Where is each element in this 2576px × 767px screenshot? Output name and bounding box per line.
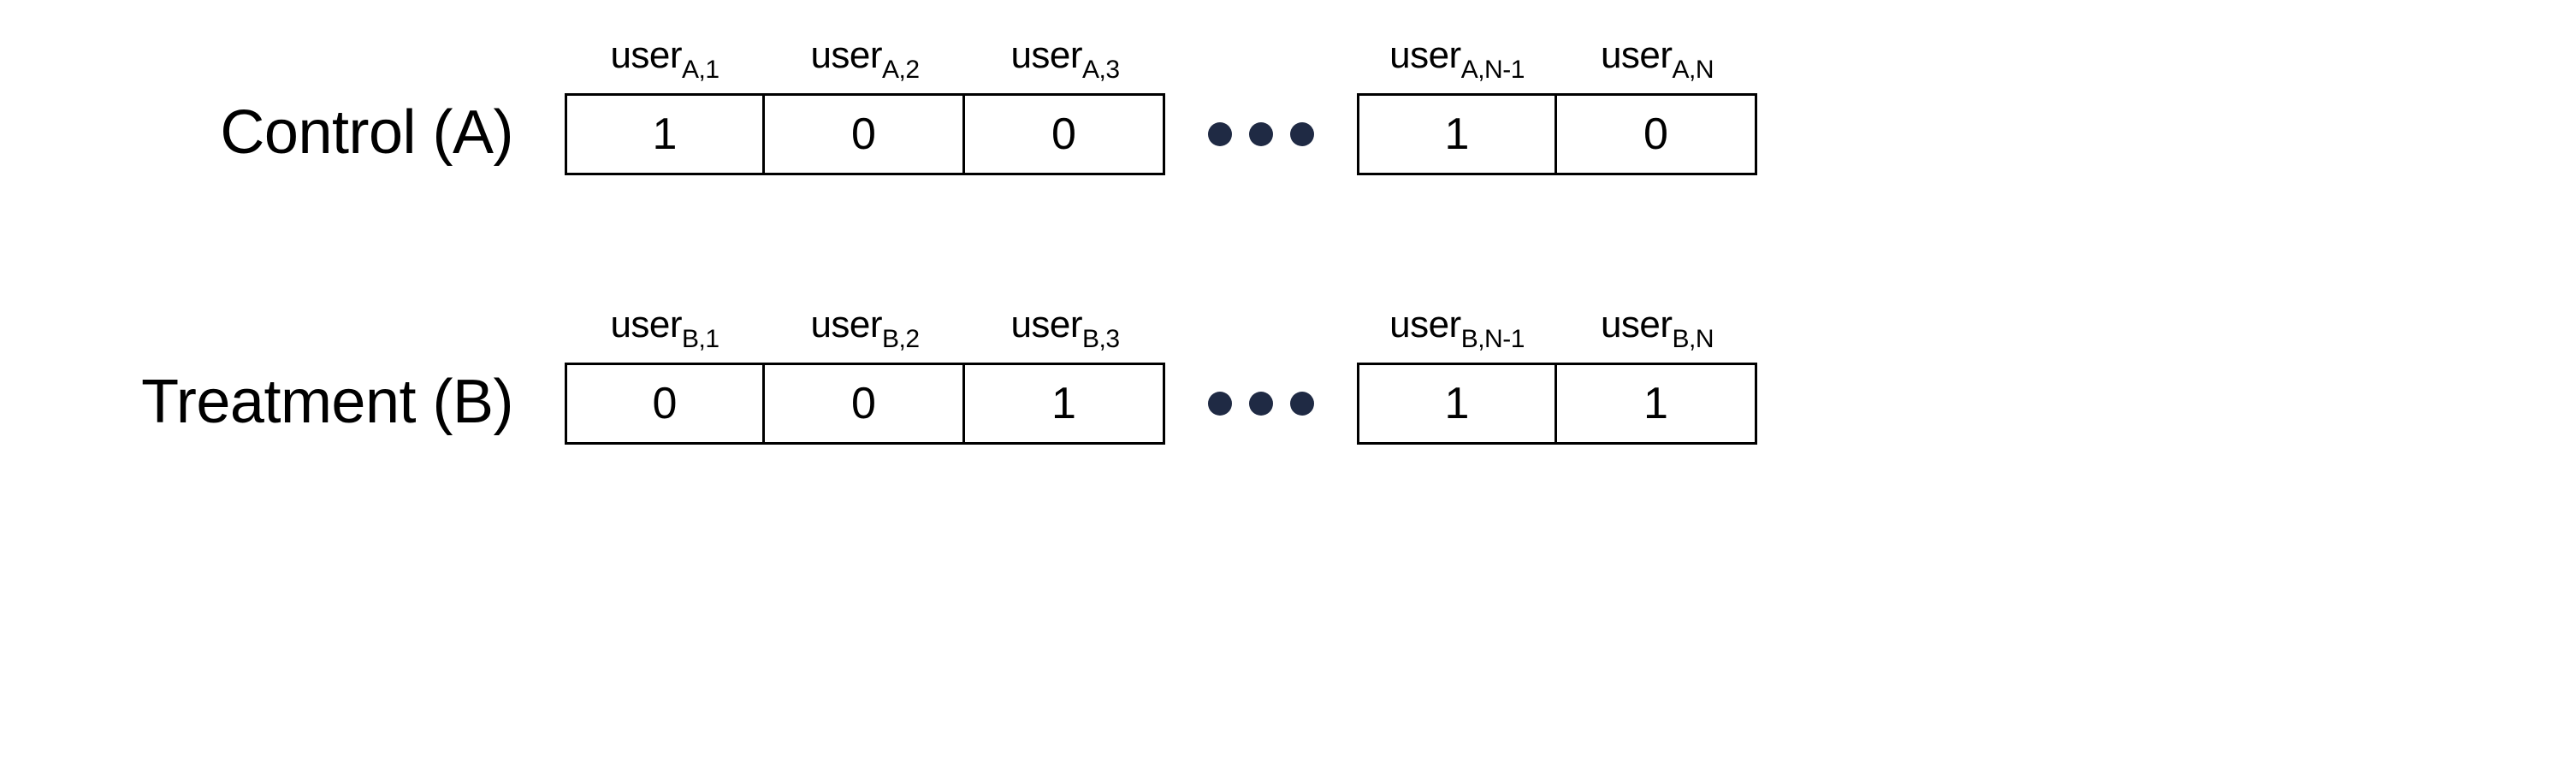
cell-header: userA,N [1601,34,1714,83]
user-subscript: A,1 [682,56,720,84]
user-subscript: A,2 [882,56,920,84]
dot-icon [1290,122,1314,146]
cell-header: userA,1 [610,34,719,83]
user-subscript: A,3 [1082,56,1120,84]
ellipsis-icon [1165,363,1357,445]
user-subscript: A,N-1 [1461,56,1525,84]
cell-col: userA,1 1 [565,34,765,175]
cell-col: userB,2 0 [765,304,965,445]
group-row-control: Control (A) userA,1 1 userA,2 0 userA,3 … [51,34,2525,175]
cell-col: userA,2 0 [765,34,965,175]
cell-value: 0 [765,363,965,445]
cell-header: userB,3 [1010,304,1119,352]
cell-value: 1 [965,363,1165,445]
user-prefix: user [1601,34,1673,76]
user-prefix: user [810,34,882,76]
cell-value: 1 [1357,93,1557,175]
cell-value: 0 [565,363,765,445]
dot-icon [1208,122,1232,146]
group-label-treatment: Treatment (B) [51,371,565,433]
cell-value: 0 [965,93,1165,175]
cell-header: userA,2 [810,34,919,83]
cell-col: userB,N 1 [1557,304,1757,445]
cell-header: userA,N-1 [1389,34,1525,83]
user-prefix: user [610,34,682,76]
user-subscript: B,1 [682,325,720,353]
user-prefix: user [1010,304,1082,345]
cell-header: userB,N-1 [1389,304,1525,352]
cell-header: userB,N [1601,304,1714,352]
cell-col: userB,3 1 [965,304,1165,445]
user-subscript: B,N-1 [1461,325,1525,353]
group-row-treatment: Treatment (B) userB,1 0 userB,2 0 userB,… [51,304,2525,445]
user-prefix: user [1389,304,1461,345]
ellipsis-icon [1165,93,1357,175]
dot-icon [1208,392,1232,416]
dot-icon [1290,392,1314,416]
cell-col: userB,N-1 1 [1357,304,1557,445]
user-subscript: B,N [1673,325,1714,353]
user-prefix: user [1010,34,1082,76]
cell-col: userB,1 0 [565,304,765,445]
cell-header: userB,1 [610,304,719,352]
cell-col: userA,N-1 1 [1357,34,1557,175]
row-gap [51,175,2525,304]
dot-icon [1249,392,1273,416]
ab-test-diagram: Control (A) userA,1 1 userA,2 0 userA,3 … [51,34,2525,445]
user-prefix: user [1601,304,1673,345]
user-prefix: user [610,304,682,345]
cells-treatment: userB,1 0 userB,2 0 userB,3 1 [565,304,1757,445]
cell-col: userA,3 0 [965,34,1165,175]
user-prefix: user [810,304,882,345]
cell-col: userA,N 0 [1557,34,1757,175]
cells-control: userA,1 1 userA,2 0 userA,3 0 [565,34,1757,175]
cell-value: 1 [1557,363,1757,445]
cell-header: userB,2 [810,304,919,352]
dot-icon [1249,122,1273,146]
cell-value: 0 [765,93,965,175]
cell-value: 1 [565,93,765,175]
cell-header: userA,3 [1010,34,1119,83]
cell-value: 0 [1557,93,1757,175]
user-subscript: B,2 [882,325,920,353]
user-subscript: A,N [1673,56,1714,84]
group-label-control: Control (A) [51,102,565,163]
cell-value: 1 [1357,363,1557,445]
user-prefix: user [1389,34,1461,76]
user-subscript: B,3 [1082,325,1120,353]
